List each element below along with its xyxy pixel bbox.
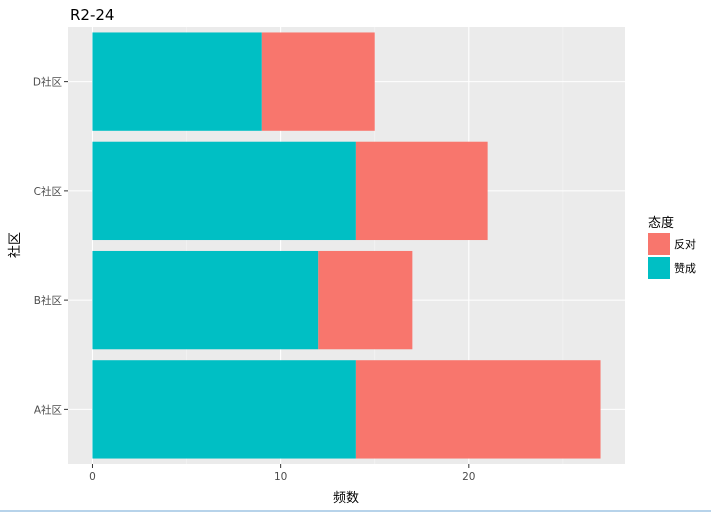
y-tick-label: B社区	[34, 294, 62, 307]
bar-反对-A社区	[355, 360, 601, 459]
legend-title: 态度	[648, 215, 674, 231]
axes: 0 10 20 A社区 B社区 C社区 D社区	[33, 76, 476, 483]
y-axis-title: 社区	[7, 232, 23, 258]
bar-赞成-A社区	[92, 360, 356, 459]
bottom-divider	[0, 510, 711, 512]
legend-key-赞成	[648, 257, 670, 279]
legend-key-反对	[648, 233, 670, 255]
y-tick-label: D社区	[33, 76, 62, 89]
y-tick-label: A社区	[34, 403, 62, 416]
bar-赞成-D社区	[92, 32, 262, 131]
x-tick-label: 10	[274, 471, 287, 483]
bar-赞成-C社区	[92, 141, 356, 241]
bars	[92, 32, 601, 459]
legend-label-赞成: 赞成	[674, 262, 696, 275]
x-tick-label: 0	[89, 471, 96, 483]
bar-反对-B社区	[318, 250, 413, 350]
bar-反对-D社区	[261, 32, 375, 131]
y-tick-label: C社区	[34, 185, 62, 198]
x-axis-title: 频数	[333, 491, 359, 506]
bar-赞成-B社区	[92, 250, 319, 350]
bar-反对-C社区	[355, 141, 488, 241]
x-tick-label: 20	[462, 471, 475, 483]
legend-label-反对: 反对	[674, 237, 696, 251]
chart-title: R2-24	[70, 6, 114, 24]
